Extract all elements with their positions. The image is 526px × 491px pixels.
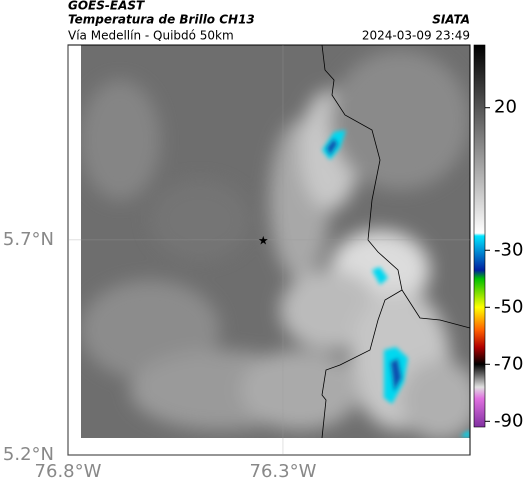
colorbar-tick-label: -30 bbox=[494, 239, 523, 260]
y-tick-label: 5.7°N bbox=[3, 229, 54, 250]
colorbar-tick-label: -50 bbox=[494, 296, 523, 317]
colorbar-tick-label: -70 bbox=[494, 353, 523, 374]
colorbar-tick-label: 20 bbox=[494, 97, 517, 118]
timestamp: 2024-03-09 23:49 bbox=[362, 29, 470, 43]
source: GOES-EAST bbox=[68, 0, 145, 13]
x-tick-label: 76.3°W bbox=[250, 461, 317, 482]
title: Temperatura de Brillo CH13 bbox=[68, 13, 255, 27]
location-marker: ★ bbox=[258, 233, 269, 247]
x-tick-label: 76.8°W bbox=[35, 461, 102, 482]
brand: SIATA bbox=[432, 13, 470, 27]
colorbar bbox=[473, 44, 486, 428]
y-tick-label: 5.2°N bbox=[3, 444, 54, 465]
colorbar-tick-label: -90 bbox=[494, 410, 523, 431]
satellite-image bbox=[81, 45, 470, 438]
subtitle: Vía Medellín - Quibdó 50km bbox=[68, 29, 234, 43]
